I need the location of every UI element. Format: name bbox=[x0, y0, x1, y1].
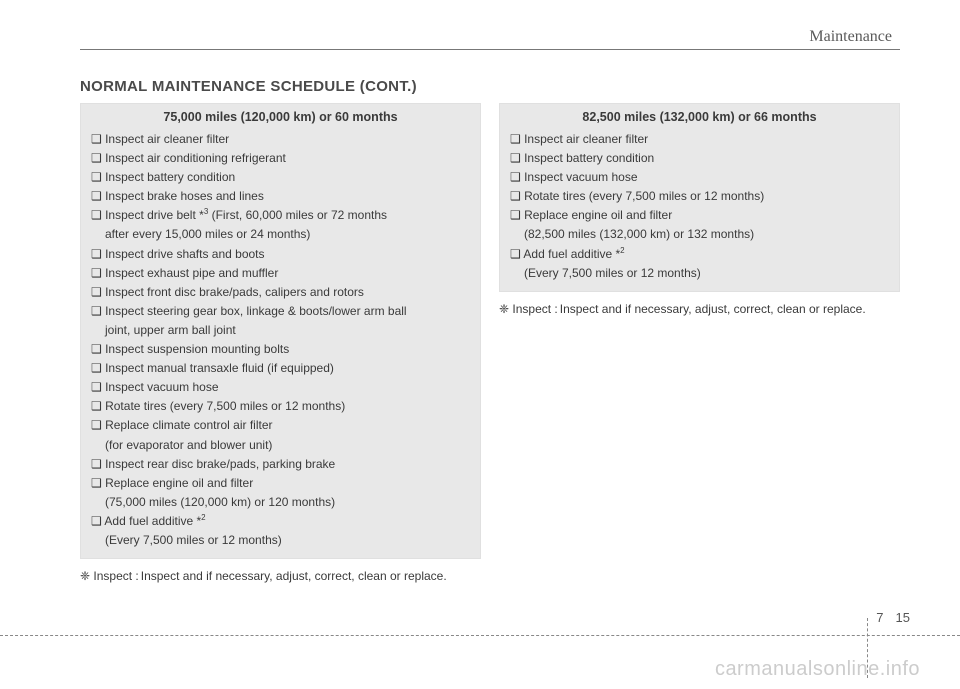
list-item: joint, upper arm ball joint bbox=[91, 321, 470, 340]
list-item: ❑ Inspect drive shafts and boots bbox=[91, 245, 470, 264]
list-item: ❑ Rotate tires (every 7,500 miles or 12 … bbox=[91, 397, 470, 416]
list-item: ❑ Inspect vacuum hose bbox=[91, 378, 470, 397]
list-item: ❑ Replace engine oil and filter bbox=[510, 206, 889, 225]
note-text: Inspect and if necessary, adjust, correc… bbox=[560, 300, 866, 319]
watermark: carmanualsonline.info bbox=[715, 658, 920, 681]
list-item: ❑ Inspect manual transaxle fluid (if equ… bbox=[91, 359, 470, 378]
list-item: (75,000 miles (120,000 km) or 120 months… bbox=[91, 493, 470, 512]
left-column: 75,000 miles (120,000 km) or 60 months ❑… bbox=[80, 103, 481, 586]
left-items-list: ❑ Inspect air cleaner filter❑ Inspect ai… bbox=[91, 130, 470, 550]
note-label: ❈ Inspect : bbox=[80, 567, 141, 586]
list-item: ❑ Add fuel additive *2 bbox=[91, 512, 470, 531]
list-item: (for evaporator and blower unit) bbox=[91, 436, 470, 455]
left-box: 75,000 miles (120,000 km) or 60 months ❑… bbox=[80, 103, 481, 559]
list-item: ❑ Rotate tires (every 7,500 miles or 12 … bbox=[510, 187, 889, 206]
list-item: ❑ Replace engine oil and filter bbox=[91, 474, 470, 493]
right-box-title: 82,500 miles (132,000 km) or 66 months bbox=[510, 110, 889, 124]
superscript: 2 bbox=[201, 513, 205, 522]
list-item: ❑ Inspect exhaust pipe and muffler bbox=[91, 264, 470, 283]
list-item: ❑ Inspect rear disc brake/pads, parking … bbox=[91, 455, 470, 474]
list-item: ❑ Inspect front disc brake/pads, caliper… bbox=[91, 283, 470, 302]
note-text: Inspect and if necessary, adjust, correc… bbox=[141, 567, 447, 586]
right-box: 82,500 miles (132,000 km) or 66 months ❑… bbox=[499, 103, 900, 292]
list-item: ❑ Inspect battery condition bbox=[91, 168, 470, 187]
list-item: ❑ Inspect air cleaner filter bbox=[510, 130, 889, 149]
list-item: ❑ Inspect drive belt *3 (First, 60,000 m… bbox=[91, 206, 470, 225]
list-item: ❑ Replace climate control air filter bbox=[91, 416, 470, 435]
list-item: (Every 7,500 miles or 12 months) bbox=[510, 264, 889, 283]
list-item: ❑ Inspect battery condition bbox=[510, 149, 889, 168]
header-rule bbox=[80, 49, 900, 50]
section-header: Maintenance bbox=[80, 28, 900, 46]
footer: 7 15 bbox=[0, 635, 960, 638]
note-label: ❈ Inspect : bbox=[499, 300, 560, 319]
chapter-number: 7 bbox=[876, 610, 883, 625]
right-inspect-note: ❈ Inspect : Inspect and if necessary, ad… bbox=[499, 300, 900, 319]
page-number-value: 15 bbox=[896, 610, 910, 625]
list-item: ❑ Inspect vacuum hose bbox=[510, 168, 889, 187]
list-item: ❑ Inspect steering gear box, linkage & b… bbox=[91, 302, 470, 321]
superscript: 3 bbox=[204, 207, 208, 216]
list-item: ❑ Inspect air conditioning refrigerant bbox=[91, 149, 470, 168]
right-items-list: ❑ Inspect air cleaner filter❑ Inspect ba… bbox=[510, 130, 889, 282]
page-title: NORMAL MAINTENANCE SCHEDULE (CONT.) bbox=[80, 78, 900, 95]
left-inspect-note: ❈ Inspect : Inspect and if necessary, ad… bbox=[80, 567, 481, 586]
left-box-title: 75,000 miles (120,000 km) or 60 months bbox=[91, 110, 470, 124]
right-column: 82,500 miles (132,000 km) or 66 months ❑… bbox=[499, 103, 900, 586]
list-item: after every 15,000 miles or 24 months) bbox=[91, 225, 470, 244]
list-item: (82,500 miles (132,000 km) or 132 months… bbox=[510, 225, 889, 244]
superscript: 2 bbox=[620, 246, 624, 255]
list-item: (Every 7,500 miles or 12 months) bbox=[91, 531, 470, 550]
page-number: 7 15 bbox=[876, 610, 910, 625]
list-item: ❑ Add fuel additive *2 bbox=[510, 245, 889, 264]
list-item: ❑ Inspect brake hoses and lines bbox=[91, 187, 470, 206]
list-item: ❑ Inspect air cleaner filter bbox=[91, 130, 470, 149]
list-item: ❑ Inspect suspension mounting bolts bbox=[91, 340, 470, 359]
